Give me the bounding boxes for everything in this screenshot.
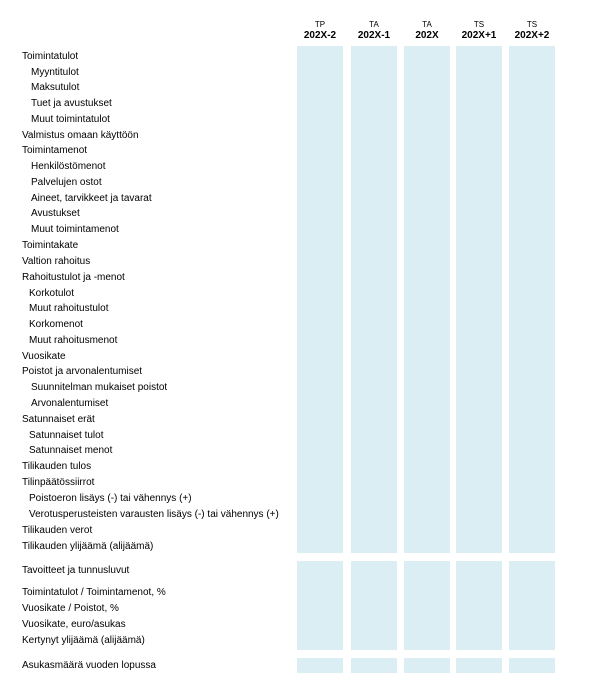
value-column-5-population: [509, 658, 555, 673]
value-column-4-main: [456, 46, 502, 553]
row-label-valmistus-omaan-kayttoon: Valmistus omaan käyttöön: [22, 130, 139, 141]
row-label-myyntitulot: Myyntitulot: [31, 67, 79, 78]
value-column-2-main: [351, 46, 397, 553]
row-label-kertynyt-ylijaama: Kertynyt ylijäämä (alijäämä): [22, 635, 145, 646]
value-column-1-main: [297, 46, 343, 553]
row-label-vuosikate-per-poistot: Vuosikate / Poistot, %: [22, 603, 119, 614]
value-column-4-targets: [456, 561, 502, 650]
row-label-arvonalentumiset: Arvonalentumiset: [31, 398, 109, 409]
row-label-rahoitustulot-ja-menot: Rahoitustulot ja -menot: [22, 272, 125, 283]
column-type-label: TS: [473, 20, 485, 29]
column-header-1: TP 202X-2: [297, 20, 343, 42]
value-column-3-main: [404, 46, 450, 553]
row-label-tuet-ja-avustukset: Tuet ja avustukset: [31, 98, 112, 109]
column-year-label: 202X+1: [461, 30, 497, 41]
value-column-1-population: [297, 658, 343, 673]
row-label-suunnitelman-mukaiset-poistot: Suunnitelman mukaiset poistot: [31, 382, 168, 393]
column-header-2: TA 202X-1: [351, 20, 397, 42]
section-title-targets: Tavoitteet ja tunnusluvut: [22, 565, 130, 576]
value-column-2-targets: [351, 561, 397, 650]
value-column-3-targets: [404, 561, 450, 650]
row-label-korkomenot: Korkomenot: [29, 319, 83, 330]
row-label-poistot-ja-arvonalentumiset: Poistot ja arvonalentumiset: [22, 366, 143, 377]
row-label-tilikauden-tulos: Tilikauden tulos: [22, 461, 92, 472]
row-label-poistoeron-lisays: Poistoeron lisäys (-) tai vähennys (+): [29, 493, 192, 504]
row-label-valtion-rahoitus: Valtion rahoitus: [22, 256, 91, 267]
row-label-vuosikate: Vuosikate: [22, 351, 66, 362]
row-label-muut-rahoitusmenot: Muut rahoitusmenot: [29, 335, 118, 346]
value-column-4-population: [456, 658, 502, 673]
column-year-label: 202X+2: [514, 30, 550, 41]
row-label-verotusperusteisten-varausten: Verotusperusteisten varausten lisäys (-)…: [29, 509, 279, 520]
row-label-satunnaiset-tulot: Satunnaiset tulot: [29, 430, 104, 441]
row-label-avustukset: Avustukset: [31, 208, 80, 219]
value-column-3-population: [404, 658, 450, 673]
column-header-4: TS 202X+1: [456, 20, 502, 42]
row-label-tilinpaatossiirrot: Tilinpäätössiirrot: [22, 477, 95, 488]
value-column-5-targets: [509, 561, 555, 650]
row-label-satunnaiset-menot: Satunnaiset menot: [29, 445, 113, 456]
value-column-2-population: [351, 658, 397, 673]
column-type-label: TA: [369, 20, 379, 29]
row-label-vuosikate-euro-asukas: Vuosikate, euro/asukas: [22, 619, 126, 630]
row-label-toimintakate: Toimintakate: [22, 240, 79, 251]
value-column-1-targets: [297, 561, 343, 650]
row-label-satunnaiset-erat: Satunnaiset erät: [22, 414, 95, 425]
row-label-tilikauden-ylijaama: Tilikauden ylijäämä (alijäämä): [22, 541, 154, 552]
row-label-muut-toimintamenot: Muut toimintamenot: [31, 224, 119, 235]
column-type-label: TS: [526, 20, 538, 29]
row-label-toimintatulot-per-toimintamenot: Toimintatulot / Toimintamenot, %: [22, 587, 166, 598]
row-label-muut-rahoitustulot: Muut rahoitustulot: [29, 303, 109, 314]
row-label-korkotulot: Korkotulot: [29, 288, 75, 299]
column-header-5: TS 202X+2: [509, 20, 555, 42]
row-label-tilikauden-verot: Tilikauden verot: [22, 525, 93, 536]
column-year-label: 202X-1: [357, 30, 391, 41]
row-label-asukasmaara: Asukasmäärä vuoden lopussa: [22, 660, 156, 671]
column-type-label: TA: [422, 20, 432, 29]
column-header-3: TA 202X: [404, 20, 450, 42]
row-label-maksutulot: Maksutulot: [31, 82, 80, 93]
row-label-aineet-tarvikkeet: Aineet, tarvikkeet ja tavarat: [31, 193, 152, 204]
row-label-muut-toimintatulot: Muut toimintatulot: [31, 114, 110, 125]
column-type-label: TP: [314, 20, 326, 29]
column-year-label: 202X: [415, 30, 439, 41]
row-label-palvelujen-ostot: Palvelujen ostot: [31, 177, 102, 188]
column-year-label: 202X-2: [303, 30, 337, 41]
row-label-henkilostomenot: Henkilöstömenot: [31, 161, 106, 172]
row-label-toimintamenot: Toimintamenot: [22, 145, 88, 156]
value-column-5-main: [509, 46, 555, 553]
row-label-toimintatulot: Toimintatulot: [22, 51, 79, 62]
